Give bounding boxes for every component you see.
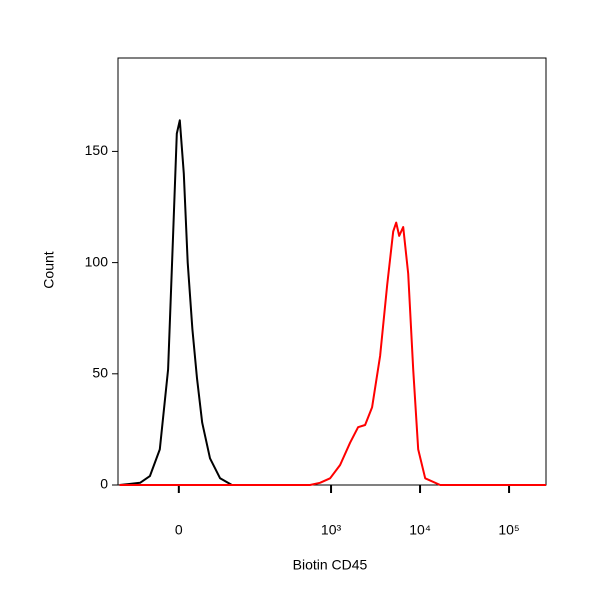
x-tick-label: 10⁴: [409, 522, 431, 538]
y-tick-label: 100: [85, 253, 109, 269]
y-tick-label: 50: [92, 365, 108, 381]
y-tick-label: 0: [100, 476, 108, 492]
x-tick-label: 10³: [321, 522, 342, 538]
series-line: [119, 119, 233, 486]
y-tick-label: 150: [85, 142, 109, 158]
x-tick-label: 0: [175, 522, 183, 538]
x-tick-label: 10⁵: [498, 522, 519, 538]
x-axis-label: Biotin CD45: [293, 557, 368, 573]
series-line: [119, 221, 546, 486]
y-axis-label: Count: [41, 251, 57, 288]
plot-frame: [117, 57, 547, 486]
